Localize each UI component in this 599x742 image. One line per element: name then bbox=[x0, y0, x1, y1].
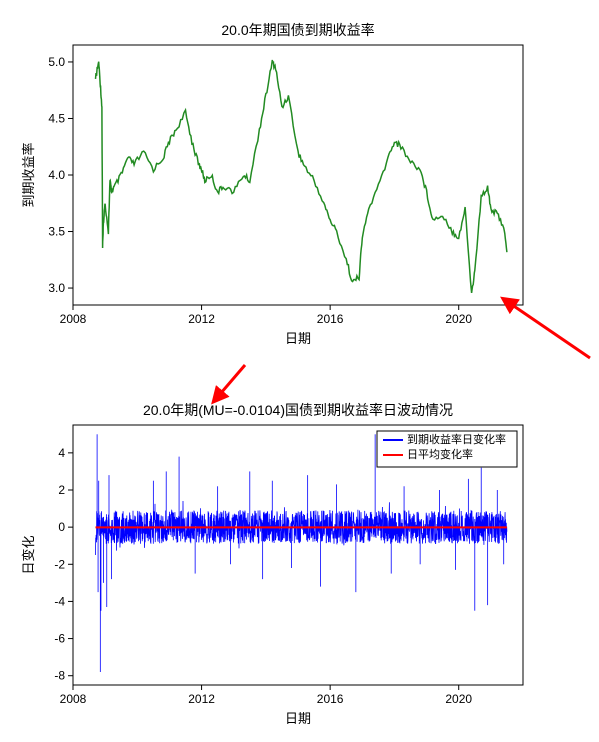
figure: 3.0 3.5 4.0 4.5 5.0 2008 2012 2016 2020 20.0年期国债到… bbox=[0, 0, 599, 742]
chart1-ytick-label: 4.5 bbox=[48, 111, 65, 125]
chart2-title: 20.0年期(MU=-0.0104)国债到期收益率日波动情况 bbox=[143, 402, 453, 418]
chart2-ytick-label: -2 bbox=[54, 557, 65, 571]
arrow-up bbox=[505, 300, 590, 358]
chart2-ylabel: 日变化 bbox=[21, 535, 36, 574]
chart2-xtick-label: 2016 bbox=[317, 692, 344, 706]
chart1-xlabel: 日期 bbox=[285, 331, 311, 346]
chart1-xtick-label: 2020 bbox=[445, 312, 472, 326]
chart1-ytick-label: 3.0 bbox=[48, 281, 65, 295]
chart1-xtick-label: 2012 bbox=[188, 312, 215, 326]
chart1-xtick-label: 2016 bbox=[317, 312, 344, 326]
chart2-ytick-label: 4 bbox=[58, 446, 65, 460]
chart1-ytick-label: 5.0 bbox=[48, 55, 65, 69]
chart1-ytick-label: 3.5 bbox=[48, 225, 65, 239]
chart1-title: 20.0年期国债到期收益率 bbox=[221, 22, 374, 38]
chart2-ytick-label: -4 bbox=[54, 594, 65, 608]
chart2-ytick-label: -8 bbox=[54, 669, 65, 683]
chart1-xtick-label: 2008 bbox=[60, 312, 87, 326]
chart1-ytick-label: 4.0 bbox=[48, 168, 65, 182]
arrow-down bbox=[215, 365, 245, 400]
chart2-xtick-label: 2008 bbox=[60, 692, 87, 706]
chart2-ytick-label: 0 bbox=[58, 520, 65, 534]
chart1-ylabel: 到期收益率 bbox=[21, 142, 36, 207]
chart2-xtick-label: 2012 bbox=[188, 692, 215, 706]
legend-label: 日平均变化率 bbox=[407, 447, 473, 461]
chart2-xtick-label: 2020 bbox=[445, 692, 472, 706]
legend-label: 到期收益率日变化率 bbox=[407, 432, 506, 446]
chart1-frame bbox=[73, 45, 523, 305]
chart2-xlabel: 日期 bbox=[285, 711, 311, 726]
chart2-ytick-label: 2 bbox=[58, 483, 65, 497]
chart2-ytick-label: -6 bbox=[54, 632, 65, 646]
